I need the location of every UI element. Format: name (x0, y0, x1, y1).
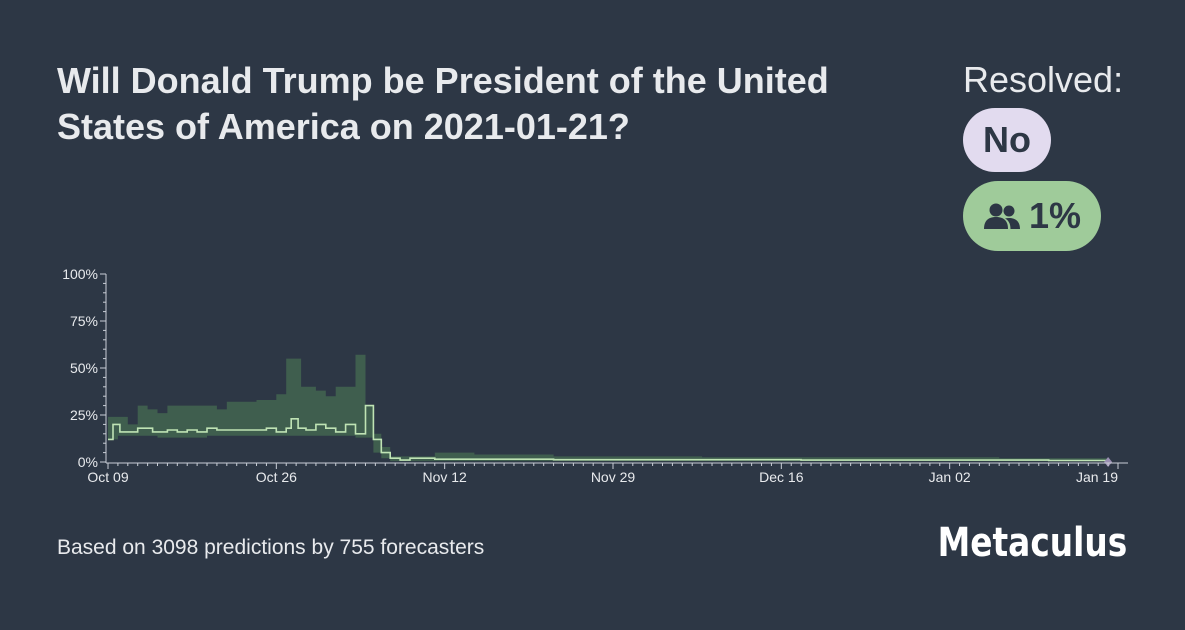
x-tick-label: Nov 12 (422, 469, 467, 485)
y-tick-label: 0% (78, 454, 98, 470)
resolved-label: Resolved: (963, 59, 1124, 100)
y-tick-label: 100% (62, 266, 98, 282)
y-tick-label: 50% (70, 360, 98, 376)
metaculus-logo: Metaculus (937, 520, 1127, 566)
resolution-marker (1104, 457, 1113, 467)
forecast-chart: 0% 25% 50% 75% 100% Oct 09 Oct 26 Nov 12 Nov 29 D… (62, 266, 1128, 485)
x-tick-label: Oct 09 (87, 469, 128, 485)
y-tick-label: 25% (70, 407, 98, 423)
community-forecast-badge: 1% (963, 181, 1102, 251)
predictions-summary: Based on 3098 predictions by 755 forecas… (57, 536, 485, 559)
x-tick-label: Jan 02 (929, 469, 971, 485)
y-tick-label: 75% (70, 313, 98, 329)
iqr-band-area (108, 354, 1109, 462)
x-tick-label: Dec 16 (759, 469, 804, 485)
chart-axes: 0% 25% 50% 75% 100% Oct 09 Oct 26 Nov 12 Nov 29 D… (62, 266, 1128, 485)
median-line (108, 404, 1113, 467)
x-tick-label: Oct 26 (256, 469, 297, 485)
x-tick-label: Nov 29 (591, 469, 636, 485)
iqr-band (108, 354, 1109, 462)
question-title: Will Donald Trump be President of the Un… (57, 60, 829, 147)
community-forecast-value: 1% (1029, 195, 1082, 236)
median-line-path (108, 404, 1109, 462)
resolution-badge: No (963, 108, 1051, 172)
x-tick-label: Jan 19 (1076, 469, 1118, 485)
users-icon (984, 203, 1020, 229)
